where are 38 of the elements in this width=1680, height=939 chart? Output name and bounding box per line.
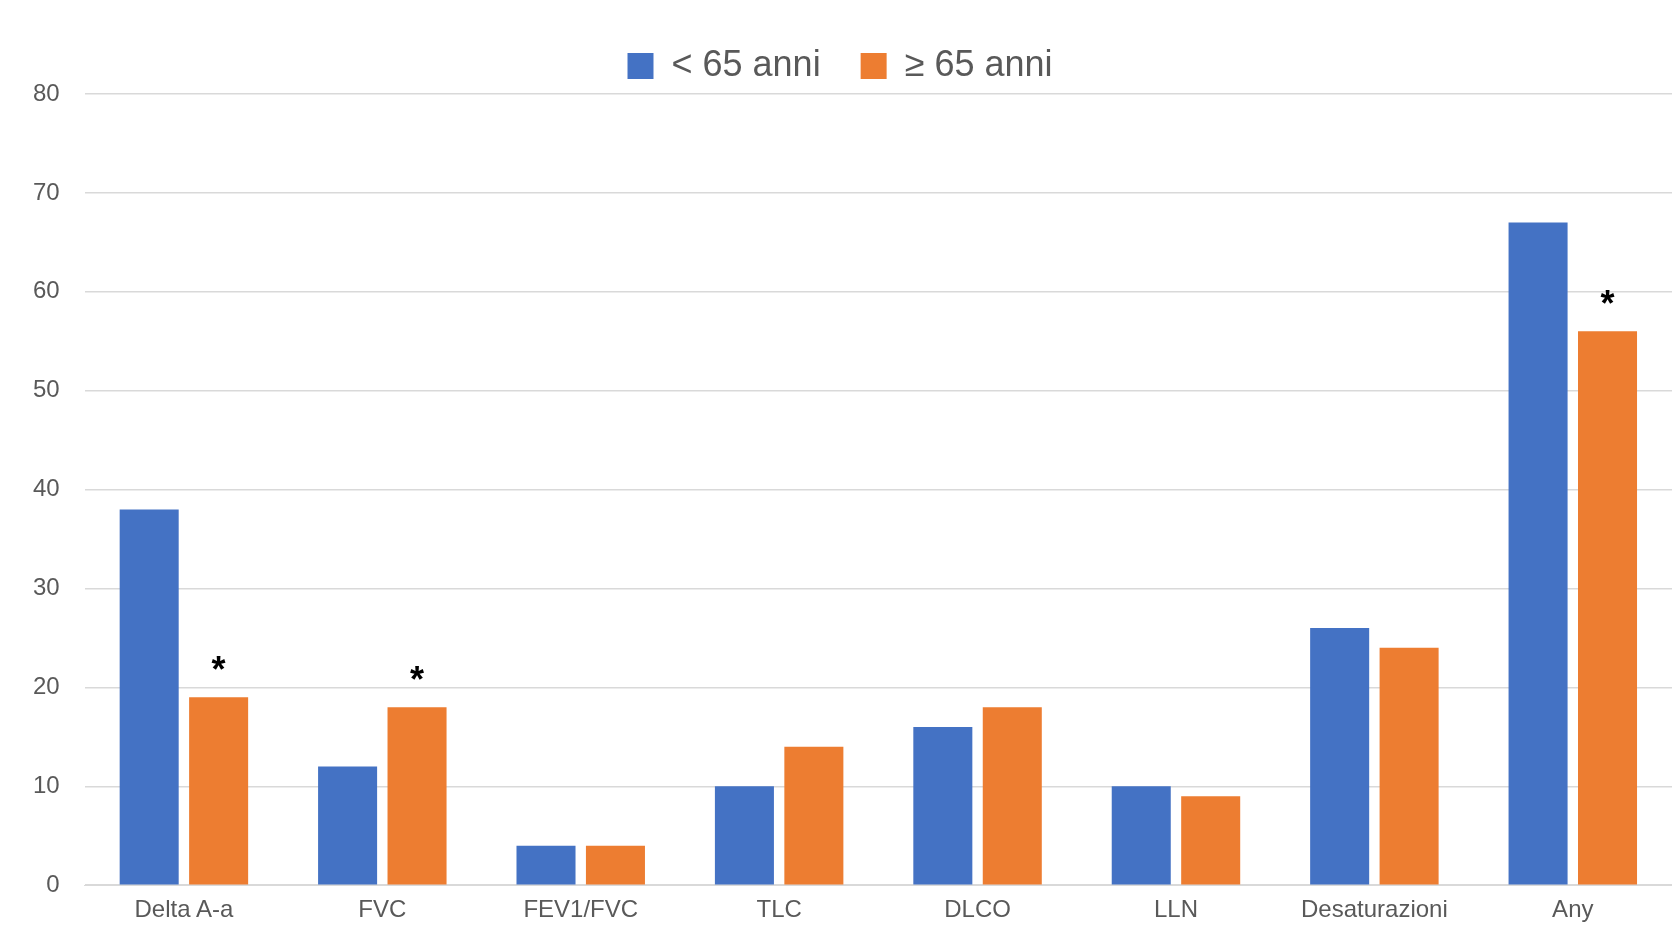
y-tick-label: 50 [32,375,60,403]
bar [1181,796,1241,885]
bar [387,707,447,885]
legend-label: ≥ 65 anni [904,42,1053,84]
bar [1578,331,1638,885]
data-label: * [1600,283,1615,325]
data-label: * [211,649,226,691]
y-tick-label: 60 [32,276,60,304]
bar [1379,647,1439,885]
bar [714,786,774,885]
x-tick-label: LLN [1153,895,1198,923]
x-tick-label: Any [1552,895,1594,923]
y-tick-label: 70 [32,177,60,205]
y-tick-label: 10 [32,770,60,798]
x-tick-label: Desaturazioni [1301,895,1448,923]
legend-label: < 65 anni [671,42,821,84]
y-tick-label: 80 [32,78,60,106]
bar [189,697,249,885]
y-tick-label: 40 [32,474,60,502]
bar [318,766,378,885]
data-label: * [410,659,425,701]
x-tick-label: TLC [756,895,802,923]
bar [1310,628,1370,885]
x-tick-label: DLCO [944,895,1011,923]
y-tick-label: 0 [46,869,60,897]
bar [982,707,1042,885]
bar [784,746,844,885]
x-tick-label: Delta A-a [134,895,234,923]
bar [585,845,645,885]
bar [913,726,973,885]
bar [1508,222,1568,885]
x-tick-label: FEV1/FVC [523,895,639,923]
y-tick-label: 20 [32,672,60,700]
x-tick-label: FVC [358,895,407,923]
bar [516,845,576,885]
bar [1111,786,1171,885]
bar [119,509,179,885]
y-tick-label: 30 [32,573,60,601]
